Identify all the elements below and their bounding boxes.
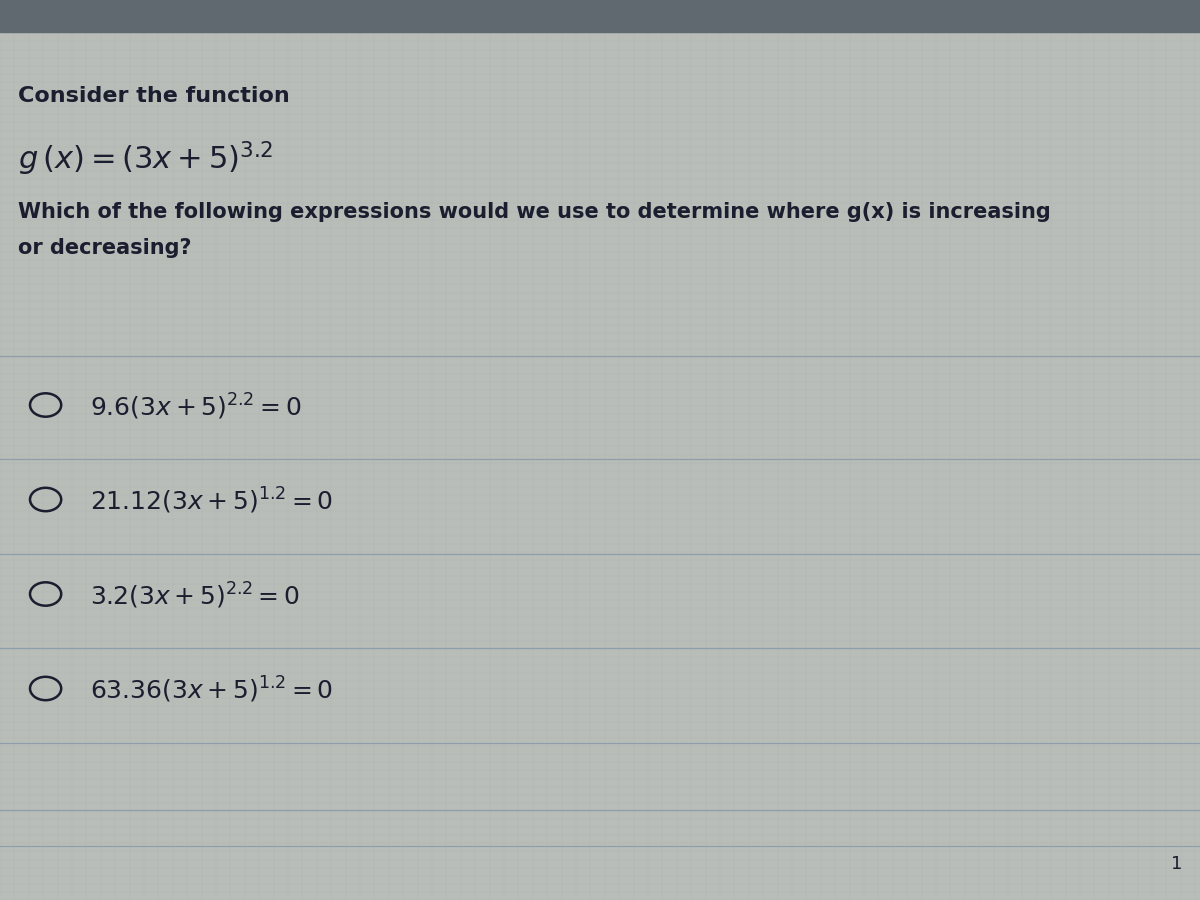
Bar xyxy=(0,0,1200,32)
Text: Which of the following expressions would we use to determine where g(x) is incre: Which of the following expressions would… xyxy=(18,202,1051,222)
Text: or decreasing?: or decreasing? xyxy=(18,238,192,258)
Text: $21.12(3x + 5)^{1.2} = 0$: $21.12(3x + 5)^{1.2} = 0$ xyxy=(90,486,334,517)
Text: $3.2(3x + 5)^{2.2} = 0$: $3.2(3x + 5)^{2.2} = 0$ xyxy=(90,580,300,611)
Text: $9.6(3x + 5)^{2.2} = 0$: $9.6(3x + 5)^{2.2} = 0$ xyxy=(90,392,301,422)
Text: Consider the function: Consider the function xyxy=(18,86,289,105)
Text: $63.36(3x + 5)^{1.2} = 0$: $63.36(3x + 5)^{1.2} = 0$ xyxy=(90,675,334,706)
Text: 1: 1 xyxy=(1171,855,1182,873)
Text: $g\,(x) = (3x + 5)^{3.2}$: $g\,(x) = (3x + 5)^{3.2}$ xyxy=(18,140,272,178)
